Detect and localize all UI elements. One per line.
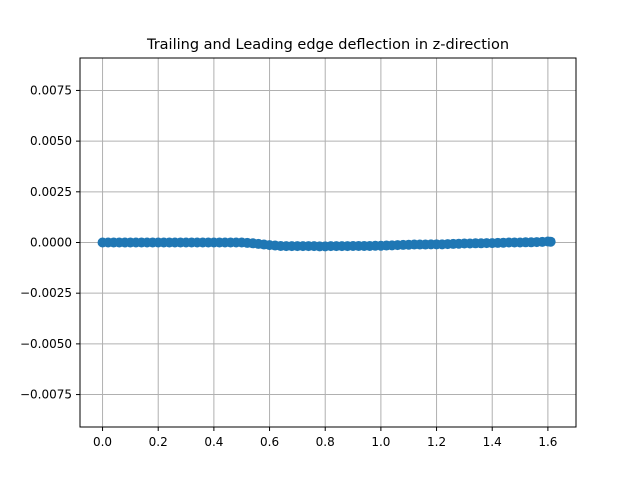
y-tick-label: 0.0025	[30, 185, 72, 199]
scatter-points	[97, 236, 556, 252]
x-tick-label: 0.0	[93, 435, 112, 449]
y-tick-label: 0.0000	[30, 236, 72, 250]
y-tick-label: 0.0050	[30, 134, 72, 148]
chart-title: Trailing and Leading edge deflection in …	[146, 37, 509, 53]
y-tick-label: −0.0050	[20, 337, 72, 351]
y-tick-label: 0.0075	[30, 83, 72, 97]
y-tick-label: −0.0025	[20, 286, 72, 300]
x-tick-label: 0.8	[316, 435, 335, 449]
x-axis-ticks: 0.0 0.2 0.4 0.6 0.8 1.0 1.2 1.4 1.6	[93, 427, 557, 449]
x-tick-label: 0.4	[204, 435, 223, 449]
x-tick-label: 1.6	[538, 435, 557, 449]
x-tick-label: 0.6	[260, 435, 279, 449]
x-tick-label: 0.2	[149, 435, 168, 449]
x-tick-label: 1.4	[483, 435, 502, 449]
data-point	[545, 236, 556, 247]
x-tick-label: 1.2	[427, 435, 446, 449]
x-tick-label: 1.0	[371, 435, 390, 449]
y-axis-ticks: 0.0075 0.0050 0.0025 0.0000 −0.0025 −0.0050 −0…	[20, 83, 80, 402]
y-tick-label: −0.0075	[20, 388, 72, 402]
